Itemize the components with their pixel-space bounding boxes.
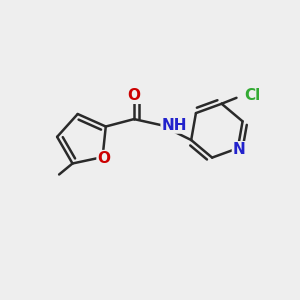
Text: O: O — [98, 151, 110, 166]
Text: O: O — [128, 88, 140, 103]
Text: N: N — [233, 142, 246, 157]
Text: NH: NH — [162, 118, 187, 133]
Text: Cl: Cl — [244, 88, 261, 103]
